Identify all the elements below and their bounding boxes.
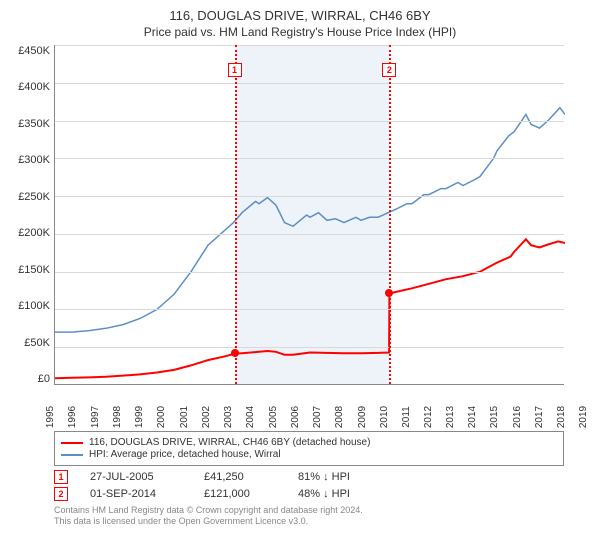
price-dot xyxy=(231,349,239,357)
event-hpi-diff: 48% ↓ HPI xyxy=(298,488,350,500)
event-row: 1 27-JUL-2005 £41,250 81% ↓ HPI xyxy=(54,470,564,484)
event-row: 2 01-SEP-2014 £121,000 48% ↓ HPI xyxy=(54,487,564,501)
event-marker-box: 1 xyxy=(228,63,242,77)
event-price: £121,000 xyxy=(204,488,276,500)
footnote: Contains HM Land Registry data © Crown c… xyxy=(54,505,588,527)
event-date: 27-JUL-2005 xyxy=(90,471,182,483)
y-tick-label: £0 xyxy=(12,373,50,385)
gridline xyxy=(55,121,564,122)
gridline xyxy=(55,347,564,348)
chart-area: £450K £400K £350K £300K £250K £200K £150K £100K… xyxy=(12,45,588,385)
x-axis-labels: 1995199619971998199920002001200220032004… xyxy=(54,385,564,425)
y-tick-label: £350K xyxy=(12,118,50,130)
line-series-svg xyxy=(55,45,565,385)
y-tick-label: £450K xyxy=(12,45,50,57)
y-tick-label: £100K xyxy=(12,300,50,312)
event-hpi-diff: 81% ↓ HPI xyxy=(298,471,350,483)
y-tick-label: £300K xyxy=(12,154,50,166)
gridline xyxy=(55,272,564,273)
gridline xyxy=(55,309,564,310)
x-tick-label: 2019 xyxy=(578,406,600,428)
event-num-box: 1 xyxy=(54,470,68,484)
y-tick-label: £200K xyxy=(12,227,50,239)
footnote-line-1: Contains HM Land Registry data © Crown c… xyxy=(54,505,588,516)
legend-label: HPI: Average price, detached house, Wirr… xyxy=(89,449,281,460)
gridline xyxy=(55,196,564,197)
gridline xyxy=(55,45,564,46)
gridline xyxy=(55,158,564,159)
legend-item: 116, DOUGLAS DRIVE, WIRRAL, CH46 6BY (de… xyxy=(61,437,557,448)
y-tick-label: £250K xyxy=(12,191,50,203)
chart-subtitle: Price paid vs. HM Land Registry's House … xyxy=(12,25,588,39)
event-marker-box: 2 xyxy=(382,63,396,77)
gridline xyxy=(55,83,564,84)
event-vline xyxy=(235,45,237,384)
y-tick-label: £50K xyxy=(12,337,50,349)
event-date: 01-SEP-2014 xyxy=(90,488,182,500)
price-dot xyxy=(385,289,393,297)
event-num-box: 2 xyxy=(54,487,68,501)
event-vline xyxy=(389,45,391,384)
series-hpi xyxy=(55,108,565,332)
legend-swatch xyxy=(61,454,83,456)
footnote-line-2: This data is licensed under the Open Gov… xyxy=(54,516,588,527)
y-tick-label: £150K xyxy=(12,264,50,276)
sale-events-table: 1 27-JUL-2005 £41,250 81% ↓ HPI 2 01-SEP-2014… xyxy=(54,470,564,501)
plot-area: 12 xyxy=(54,45,564,385)
legend-label: 116, DOUGLAS DRIVE, WIRRAL, CH46 6BY (de… xyxy=(89,437,370,448)
event-price: £41,250 xyxy=(204,471,276,483)
legend-swatch xyxy=(61,442,83,444)
legend-item: HPI: Average price, detached house, Wirr… xyxy=(61,449,557,460)
y-tick-label: £400K xyxy=(12,81,50,93)
chart-title: 116, DOUGLAS DRIVE, WIRRAL, CH46 6BY xyxy=(12,8,588,23)
y-axis-labels: £450K £400K £350K £300K £250K £200K £150K £100K… xyxy=(12,45,54,385)
gridline xyxy=(55,234,564,235)
legend: 116, DOUGLAS DRIVE, WIRRAL, CH46 6BY (de… xyxy=(54,431,564,466)
